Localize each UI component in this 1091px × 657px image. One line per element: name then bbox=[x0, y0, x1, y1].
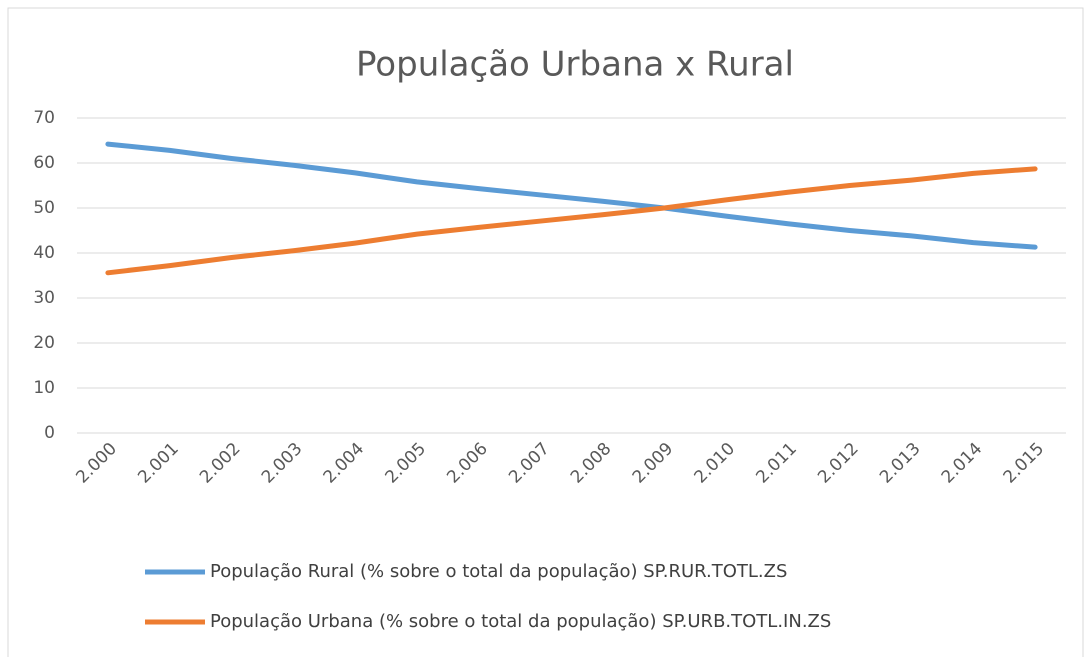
y-tick-label: 60 bbox=[33, 153, 55, 173]
x-tick-label: 2.010 bbox=[691, 439, 740, 488]
x-tick-label: 2.013 bbox=[876, 439, 925, 488]
y-tick-label: 0 bbox=[44, 423, 55, 443]
x-tick-label: 2.001 bbox=[134, 439, 183, 488]
x-tick-label: 2.004 bbox=[320, 439, 369, 488]
x-tick-label: 2.007 bbox=[505, 439, 554, 488]
y-tick-label: 40 bbox=[33, 243, 55, 263]
legend-label: População Urbana (% sobre o total da pop… bbox=[210, 611, 831, 632]
y-tick-label: 10 bbox=[33, 378, 55, 398]
series-line bbox=[105, 141, 1038, 250]
x-tick-label: 2.003 bbox=[258, 439, 307, 488]
x-tick-label: 2.000 bbox=[72, 439, 121, 488]
chart-border bbox=[7, 7, 1084, 657]
y-tick-label: 50 bbox=[33, 198, 55, 218]
x-tick-label: 2.002 bbox=[196, 439, 245, 488]
x-tick-label: 2.005 bbox=[381, 439, 430, 488]
legend-label: População Rural (% sobre o total da popu… bbox=[210, 561, 787, 582]
y-tick-label: 30 bbox=[33, 288, 55, 308]
y-tick-label: 70 bbox=[33, 108, 55, 128]
series-line bbox=[105, 166, 1038, 276]
x-tick-label: 2.014 bbox=[938, 439, 987, 488]
x-tick-label: 2.009 bbox=[629, 439, 678, 488]
x-tick-label: 2.011 bbox=[752, 439, 801, 488]
y-tick-label: 20 bbox=[33, 333, 55, 353]
x-tick-label: 2.012 bbox=[814, 439, 863, 488]
x-tick-label: 2.015 bbox=[1000, 439, 1049, 488]
chart-title: População Urbana x Rural bbox=[356, 45, 794, 85]
x-tick-label: 2.006 bbox=[443, 439, 492, 488]
x-tick-label: 2.008 bbox=[567, 439, 616, 488]
